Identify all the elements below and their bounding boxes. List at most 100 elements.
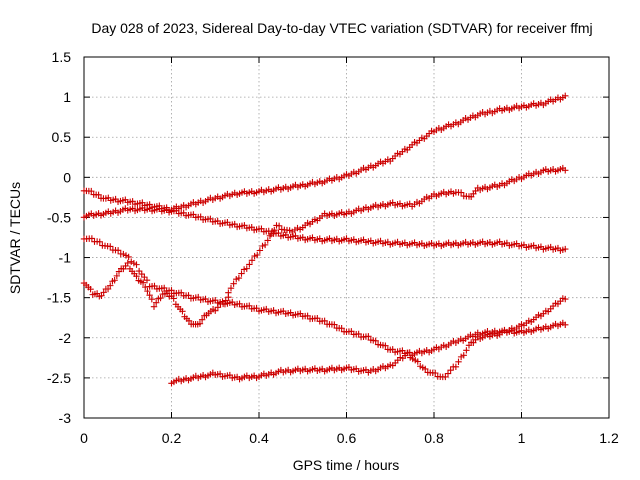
x-axis-label: GPS time / hours — [293, 457, 400, 473]
data-point — [230, 280, 237, 287]
data-point — [96, 238, 103, 246]
series-sat-b — [80, 204, 569, 254]
x-tick-label: 0 — [80, 430, 88, 446]
x-tick-label: 1.2 — [599, 430, 619, 446]
data-point — [107, 243, 114, 250]
data-point — [104, 285, 112, 293]
x-tick-label: 0.6 — [337, 430, 357, 446]
data-point — [227, 285, 235, 292]
data-point — [214, 304, 222, 311]
series-sat-e — [80, 259, 232, 328]
x-tick-label: 0.8 — [424, 430, 444, 446]
data-point — [142, 283, 149, 291]
data-point — [254, 251, 261, 259]
data-point — [88, 235, 96, 242]
series-sat-f — [168, 295, 569, 387]
data-point — [170, 295, 177, 302]
data-point — [139, 279, 147, 286]
data-point — [114, 247, 122, 254]
data-point — [196, 320, 204, 327]
y-tick-label: -1 — [59, 250, 72, 266]
data-point — [365, 333, 372, 340]
data-point — [463, 347, 470, 354]
data-point — [246, 261, 253, 268]
y-tick-label: -3 — [59, 410, 72, 426]
data-point — [133, 272, 140, 280]
data-point — [372, 337, 379, 345]
data-point — [157, 294, 164, 302]
data-point — [219, 300, 227, 308]
y-tick-label: -1.5 — [47, 290, 71, 306]
y-tick-label: -2 — [59, 330, 72, 346]
data-point — [338, 325, 345, 332]
data-point — [88, 187, 95, 195]
y-tick-label: -0.5 — [47, 209, 71, 225]
data-point — [125, 253, 132, 261]
data-point — [124, 259, 131, 267]
data-point — [404, 349, 411, 357]
data-point — [113, 272, 121, 280]
data-point — [382, 342, 389, 349]
data-point — [432, 369, 439, 377]
data-point — [212, 307, 219, 314]
data-point — [442, 373, 449, 381]
data-point — [148, 296, 156, 303]
data-point — [275, 222, 283, 229]
x-tick-label: 0.4 — [249, 430, 269, 446]
data-point — [143, 276, 151, 284]
data-point — [271, 226, 278, 234]
data-point — [225, 293, 232, 301]
data-point — [447, 366, 454, 374]
data-point — [185, 317, 193, 324]
data-point — [179, 308, 186, 315]
data-point — [111, 277, 118, 284]
data-point — [235, 274, 243, 282]
x-tick-label: 0.2 — [162, 430, 182, 446]
data-point — [422, 365, 429, 373]
data-point — [562, 245, 569, 253]
y-tick-label: 0 — [63, 169, 71, 185]
data-point — [321, 317, 328, 324]
data-point — [562, 295, 569, 303]
data-point — [243, 265, 250, 272]
data-point — [455, 358, 462, 366]
series-sat-a — [80, 92, 569, 214]
data-point — [238, 270, 245, 277]
data-point — [562, 167, 569, 174]
y-tick-label: -2.5 — [47, 370, 71, 386]
y-tick-label: 1 — [63, 89, 71, 105]
data-point — [98, 292, 105, 299]
data-point — [414, 358, 421, 365]
data-point — [150, 303, 158, 310]
data-point — [331, 321, 338, 328]
y-axis-label: SDTVAR / TECUs — [7, 182, 23, 294]
tick-layer: 0 0.2 0.4 0.6 0.8 1 1.2 -3 -2.5 -2 -1.5 -1 -0.5 0 0.5 1… — [47, 49, 619, 446]
data-point — [261, 241, 269, 249]
data-point — [248, 257, 256, 264]
chart-title: Day 028 of 2023, Sidereal Day-to-day VTE… — [91, 20, 592, 36]
data-point — [562, 92, 569, 100]
series-sat-c — [225, 164, 569, 296]
data-point — [222, 297, 229, 304]
data-point — [562, 321, 569, 328]
data-point — [152, 299, 160, 306]
data-point — [107, 282, 114, 289]
data-point — [444, 370, 452, 377]
data-point — [87, 286, 94, 293]
data-point — [256, 247, 264, 254]
data-point — [146, 291, 153, 299]
data-point — [95, 191, 102, 199]
x-tick-label: 1 — [518, 430, 526, 446]
data-point — [144, 287, 151, 295]
data-point — [266, 232, 274, 240]
series-sat-d — [80, 235, 569, 359]
data-point — [198, 316, 206, 323]
points-layer — [80, 92, 569, 387]
y-tick-label: 0.5 — [52, 129, 72, 145]
data-point — [100, 289, 107, 296]
data-point — [133, 261, 140, 268]
data-point — [457, 189, 465, 196]
y-tick-label: 1.5 — [52, 49, 72, 65]
